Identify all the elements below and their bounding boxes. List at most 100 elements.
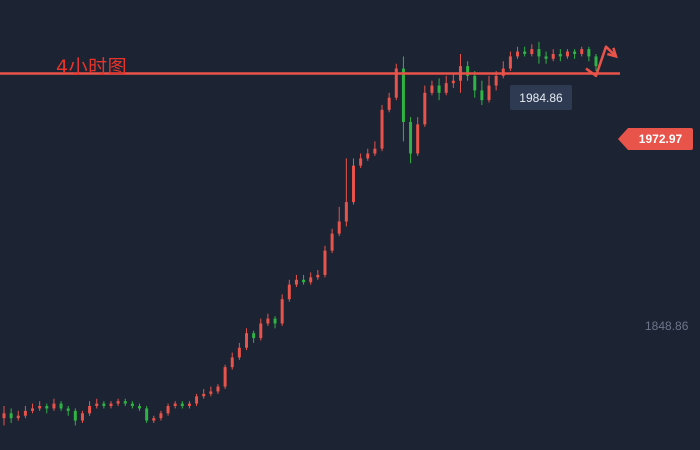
candle-body: [159, 413, 163, 419]
candle: [558, 49, 562, 62]
candle-body: [423, 92, 427, 125]
candle: [16, 410, 20, 421]
candle: [202, 389, 206, 399]
candle-body: [537, 49, 541, 57]
candle-body: [9, 413, 13, 419]
candle-body: [38, 406, 42, 409]
candle: [52, 398, 56, 411]
candle-body: [430, 85, 434, 93]
candle: [366, 148, 370, 161]
candle: [430, 80, 434, 96]
candle-body: [245, 333, 249, 348]
candle-body: [587, 49, 591, 57]
candle-body: [444, 83, 448, 93]
candle: [102, 401, 106, 409]
candle: [187, 401, 191, 409]
candle-body: [180, 403, 184, 407]
candle-body: [508, 56, 512, 69]
candle: [501, 61, 505, 79]
candle: [401, 56, 405, 142]
candle-body: [266, 318, 270, 324]
candle-body: [316, 274, 320, 278]
candle-body: [280, 299, 284, 324]
candle-body: [580, 49, 584, 54]
candle: [130, 401, 134, 409]
candle-body: [565, 51, 569, 57]
candle: [95, 398, 99, 409]
candle-body: [102, 403, 106, 407]
candle-body: [187, 403, 191, 407]
candle: [237, 342, 241, 360]
candle-body: [323, 250, 327, 275]
candle: [323, 245, 327, 278]
candle: [252, 330, 256, 343]
candle-body: [366, 153, 370, 159]
candle: [2, 406, 6, 426]
candle: [116, 398, 120, 407]
candle: [38, 401, 42, 411]
candle-body: [544, 56, 548, 59]
forecast-arrow-head: [606, 47, 618, 59]
candle: [280, 294, 284, 326]
candle-body: [209, 391, 213, 394]
candle: [287, 279, 291, 302]
candle-body: [109, 403, 113, 407]
candle-body: [523, 51, 527, 54]
candle-body: [351, 165, 355, 203]
candle-body: [95, 403, 99, 407]
candle-body: [2, 413, 6, 419]
candle: [508, 51, 512, 71]
candle-body: [409, 121, 413, 154]
candle: [173, 401, 177, 409]
candle-body: [401, 68, 405, 122]
candle-body: [52, 403, 56, 409]
candle: [523, 46, 527, 57]
candle: [223, 364, 227, 390]
candle-body: [380, 109, 384, 149]
candle: [195, 393, 199, 407]
candle-body: [166, 406, 170, 414]
candle: [230, 352, 234, 370]
candle: [344, 158, 348, 227]
candle-body: [466, 66, 470, 76]
candle: [31, 403, 35, 414]
candle-body: [487, 85, 491, 101]
candle-body: [394, 68, 398, 98]
candle-body: [373, 148, 377, 154]
candle-body: [344, 202, 348, 222]
candle: [166, 403, 170, 416]
candle: [180, 401, 184, 409]
candle-body: [130, 403, 134, 407]
price-axis-label: 1848.86: [645, 319, 689, 333]
candle-body: [530, 49, 534, 54]
candle: [294, 274, 298, 288]
high-price-label: 1984.86: [510, 85, 572, 110]
candle: [444, 75, 448, 96]
candle-body: [451, 80, 455, 84]
candle-body: [145, 408, 149, 421]
candle: [451, 73, 455, 88]
candle-body: [138, 406, 142, 409]
candle-body: [216, 386, 220, 392]
candle: [138, 403, 142, 411]
candle: [273, 316, 277, 329]
candle: [587, 46, 591, 62]
candle: [337, 206, 341, 237]
candle-body: [294, 279, 298, 285]
forecast-path: [585, 45, 617, 78]
candle: [544, 51, 548, 64]
candle: [565, 49, 569, 59]
candle: [302, 274, 306, 285]
candle: [423, 85, 427, 127]
candle-body: [73, 410, 77, 421]
candle: [487, 75, 491, 103]
candle-body: [237, 347, 241, 358]
candle-body: [116, 401, 120, 404]
candle-body: [473, 75, 477, 91]
candle-body: [202, 393, 206, 397]
candle: [216, 384, 220, 394]
candle-body: [123, 401, 127, 404]
candle-body: [230, 357, 234, 368]
candle: [466, 61, 470, 81]
